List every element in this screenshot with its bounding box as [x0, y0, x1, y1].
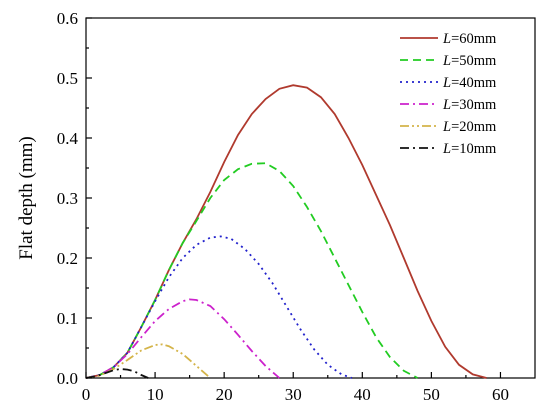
legend-label-symbol: L: [442, 75, 451, 91]
y-tick-label: 0.0: [57, 369, 78, 388]
series-group: [85, 84, 487, 379]
legend-label: L=20mm: [442, 119, 497, 135]
legend-label-symbol: L: [442, 53, 451, 69]
legend-label: L=50mm: [442, 53, 497, 69]
legend-label-value: =50mm: [451, 53, 497, 69]
x-tick-label: 60: [492, 385, 509, 404]
legend-label-symbol: L: [442, 97, 451, 113]
y-tick-label: 0.2: [57, 249, 78, 268]
series-line-40mm: [85, 235, 353, 379]
legend-label-value: =30mm: [451, 97, 497, 113]
plot-frame: [85, 17, 536, 379]
series-line-30mm: [85, 298, 280, 379]
y-tick-label: 0.5: [57, 69, 78, 88]
x-tick-label: 40: [354, 385, 371, 404]
x-axis-ticks: 0 10 20 30 40 50 60: [82, 372, 509, 404]
y-axis-ticks: 0.0 0.1 0.2 0.3 0.4 0.5 0.6: [57, 9, 92, 388]
x-tick-label: 30: [285, 385, 302, 404]
y-tick-label: 0.3: [57, 189, 78, 208]
x-tick-label: 50: [423, 385, 440, 404]
series-line-50mm: [85, 162, 419, 379]
legend-label: L=40mm: [442, 75, 497, 91]
series-line-10mm: [85, 368, 149, 379]
plot-area: 0 10 20 30 40 50 60 0.0 0.1 0.2 0.3 0.4 0.5 0.6: [57, 9, 536, 404]
legend-label-value: =40mm: [451, 75, 497, 91]
legend-label-symbol: L: [442, 141, 451, 157]
x-tick-label: 0: [82, 385, 91, 404]
legend-label: L=10mm: [442, 141, 497, 157]
x-tick-label: 20: [216, 385, 233, 404]
y-tick-label: 0.1: [57, 309, 78, 328]
legend-label-value: =10mm: [451, 141, 497, 157]
legend-label-value: =20mm: [451, 119, 497, 135]
y-tick-label: 0.6: [57, 9, 78, 28]
y-axis-label: Flat depth (mm): [16, 136, 37, 259]
legend-label: L=30mm: [442, 97, 497, 113]
x-tick-label: 10: [147, 385, 164, 404]
legend-label-symbol: L: [442, 119, 451, 135]
y-tick-label: 0.4: [57, 129, 79, 148]
legend-label: L=60mm: [442, 31, 497, 47]
legend-label-value: =60mm: [451, 31, 497, 47]
series-line-60mm: [85, 84, 487, 379]
legend-label-symbol: L: [442, 31, 451, 47]
